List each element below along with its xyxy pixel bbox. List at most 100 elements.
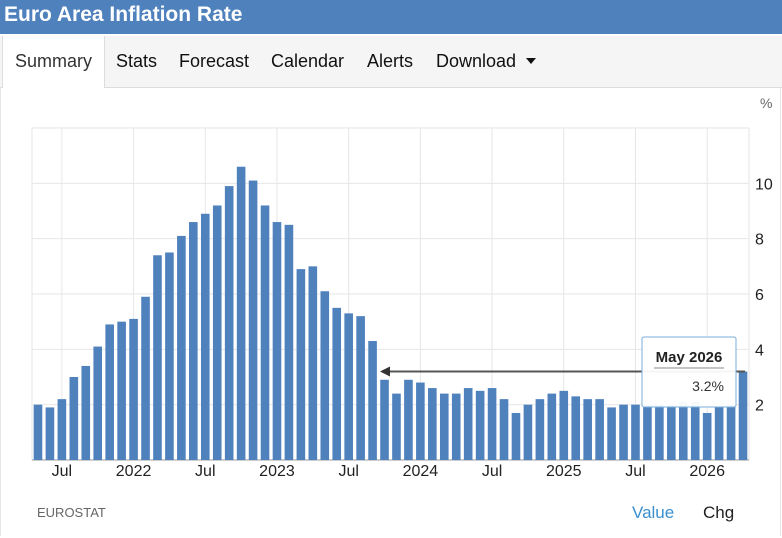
bar[interactable] (320, 291, 330, 460)
bar[interactable] (105, 324, 114, 460)
chg-toggle[interactable]: Chg (703, 503, 735, 522)
y-axis: 2 4 6 8 10 (755, 176, 773, 414)
bar[interactable] (224, 186, 234, 460)
x-tick-label: Jul (338, 463, 358, 480)
bar[interactable] (332, 307, 342, 460)
bar[interactable] (475, 390, 485, 460)
x-tick-label: Jul (195, 463, 215, 480)
value-toggle[interactable]: Value (632, 503, 675, 522)
x-tick-label: 2022 (116, 463, 152, 480)
bar[interactable] (284, 224, 294, 460)
bar[interactable] (212, 205, 222, 460)
bar[interactable] (356, 316, 365, 460)
bar[interactable] (702, 412, 712, 460)
bar[interactable] (380, 379, 389, 460)
tab-stats[interactable]: Stats (116, 51, 158, 71)
bar[interactable] (93, 346, 103, 460)
bar[interactable] (248, 180, 258, 461)
bar[interactable] (595, 399, 604, 460)
tooltip-value: 3.2% (692, 378, 724, 394)
bar[interactable] (272, 222, 282, 460)
bar[interactable] (523, 404, 533, 460)
bar[interactable] (667, 404, 676, 460)
bar[interactable] (631, 404, 640, 460)
bar[interactable] (714, 407, 724, 460)
y-unit-label: % (760, 95, 772, 111)
bar[interactable] (33, 404, 43, 460)
bar[interactable] (344, 313, 353, 460)
bar[interactable] (428, 388, 437, 460)
bar[interactable] (571, 396, 581, 460)
y-tick-label: 2 (755, 398, 764, 415)
y-tick-label: 6 (755, 287, 764, 304)
bar[interactable] (368, 341, 377, 460)
tab-summary[interactable]: Summary (2, 36, 106, 88)
bar[interactable] (655, 404, 664, 460)
bar[interactable] (236, 166, 246, 460)
bar[interactable] (296, 269, 306, 460)
tooltip-annotation: May 2026 3.2% (380, 336, 745, 408)
bar[interactable] (189, 222, 198, 460)
chevron-down-icon (526, 58, 537, 64)
tab-bar: Summary Stats Forecast Calendar Alerts D… (0, 36, 782, 88)
bar[interactable] (392, 393, 401, 460)
bar[interactable] (583, 399, 592, 460)
bar[interactable] (153, 255, 162, 460)
bar[interactable] (416, 382, 425, 460)
x-tick-label: 2023 (259, 463, 295, 480)
bar[interactable] (141, 296, 150, 460)
bar[interactable] (117, 321, 126, 460)
bar[interactable] (57, 399, 67, 460)
bar[interactable] (308, 266, 318, 460)
bar[interactable] (260, 205, 270, 460)
bar[interactable] (726, 404, 736, 460)
x-tick-label: 2024 (403, 463, 439, 480)
bar[interactable] (511, 412, 521, 460)
tab-forecast[interactable]: Forecast (179, 51, 250, 71)
grid-layer (31, 127, 750, 461)
chart-panel (0, 88, 781, 536)
bar[interactable] (177, 235, 186, 460)
page-title: Euro Area Inflation Rate (4, 3, 243, 26)
bar[interactable] (451, 393, 461, 460)
bar[interactable] (619, 404, 628, 460)
bar[interactable] (690, 401, 700, 460)
bar[interactable] (81, 365, 91, 460)
bar[interactable] (547, 393, 557, 460)
title-bar: Euro Area Inflation Rate (0, 0, 782, 34)
bar[interactable] (535, 399, 545, 460)
source-label: EUROSTAT (37, 505, 106, 520)
bar[interactable] (463, 388, 473, 460)
tab-download-label: Download (436, 51, 517, 71)
x-tick-label: Jul (52, 463, 72, 480)
bar[interactable] (69, 377, 79, 460)
tooltip-box (641, 336, 737, 408)
bar[interactable] (45, 407, 55, 460)
tooltip-date: May 2026 (656, 349, 723, 366)
bar[interactable] (165, 252, 174, 461)
bar[interactable] (200, 213, 210, 460)
y-tick-label: 8 (755, 232, 764, 249)
bar[interactable] (404, 379, 413, 460)
x-tick-label: 2026 (689, 463, 725, 480)
x-tick-label: Jul (482, 463, 502, 480)
bar[interactable] (678, 401, 688, 460)
tab-download[interactable]: Download (436, 36, 537, 87)
bar[interactable] (643, 404, 652, 460)
x-tick-label: Jul (625, 463, 645, 480)
arrow-head-icon (380, 366, 390, 377)
bar[interactable] (607, 407, 616, 460)
bar[interactable] (738, 371, 748, 460)
x-axis: Jul 2022 Jul 2023 Jul 2024 Jul 2025 Jul 2026 (52, 463, 725, 480)
bar[interactable] (499, 399, 509, 460)
bar[interactable] (487, 388, 497, 460)
y-tick-label: 10 (755, 176, 773, 193)
bar[interactable] (559, 390, 569, 460)
tab-calendar[interactable]: Calendar (271, 51, 345, 71)
tab-alerts[interactable]: Alerts (367, 51, 414, 71)
y-tick-label: 4 (755, 342, 764, 359)
bars-layer (33, 166, 748, 461)
bar[interactable] (439, 393, 449, 460)
bar[interactable] (129, 318, 138, 460)
